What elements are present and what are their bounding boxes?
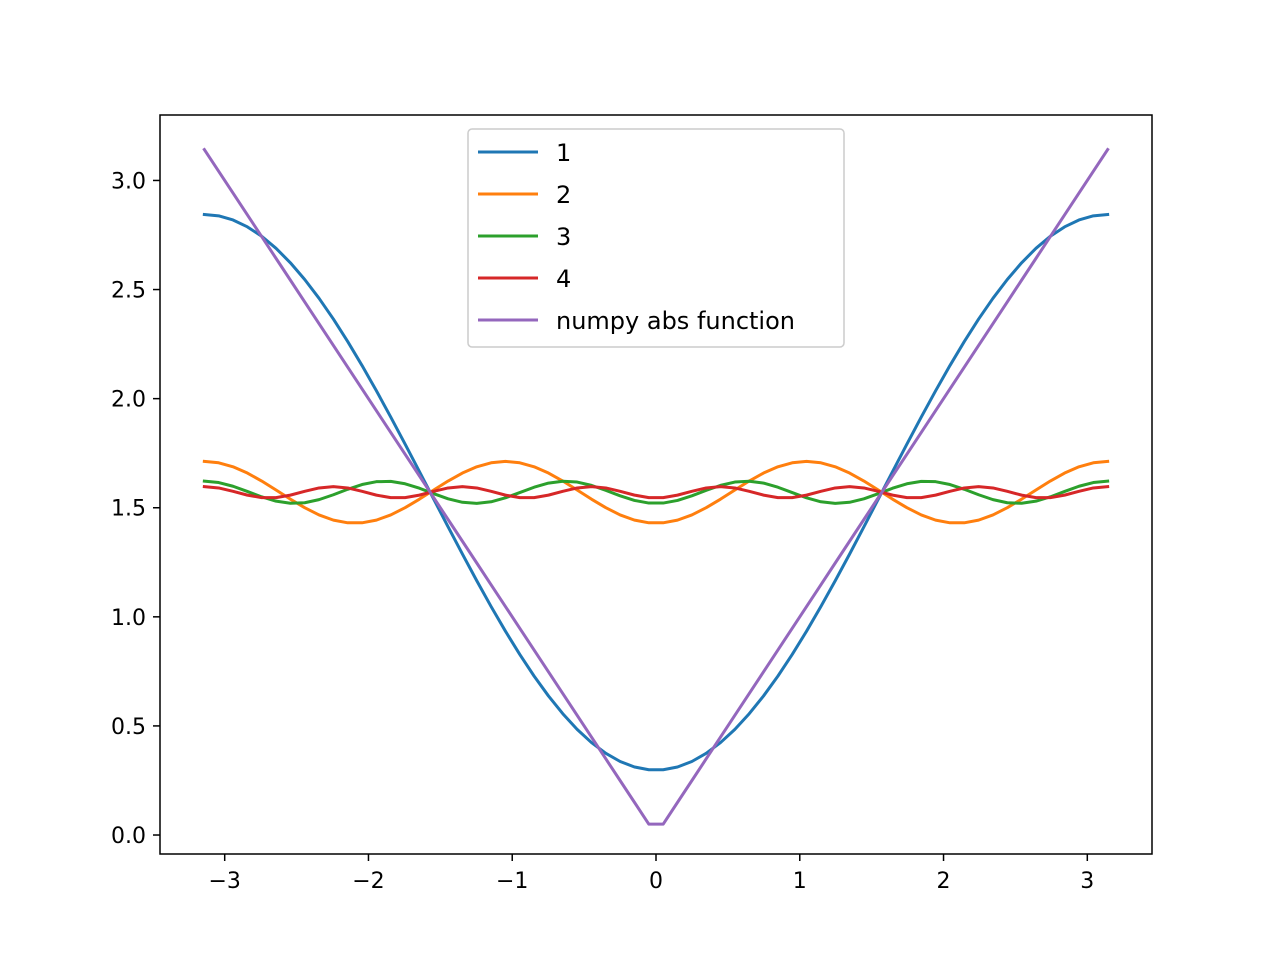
legend: 1 2 3 4 numpy abs function [467,128,845,348]
x-tick-label: −1 [496,869,528,894]
series-line-5 [202,147,1110,826]
x-tick-label: −3 [208,869,240,894]
legend-label-1: 1 [556,139,571,167]
y-tick-label: 0.0 [111,824,146,849]
y-axis: 0.0 0.5 1.0 1.5 2.0 2.5 3.0 [111,169,160,849]
y-tick-label: 1.5 [111,497,146,522]
y-tick-label: 2.0 [111,388,146,413]
y-tick-label: 1.0 [111,606,146,631]
x-tick-label: 2 [937,869,951,894]
x-tick-label: −2 [352,869,384,894]
legend-label-4: 4 [556,265,571,293]
y-tick-label: 0.5 [111,715,146,740]
x-tick-label: 0 [649,869,663,894]
series-line-4 [202,484,1110,500]
series-line-1 [202,212,1110,772]
legend-box [467,128,845,348]
x-tick-label: 3 [1080,869,1094,894]
legend-label-2: 2 [556,181,571,209]
x-tick-label: 1 [793,869,807,894]
legend-label-5: numpy abs function [556,307,795,335]
series-lines [202,147,1110,826]
y-tick-label: 2.5 [111,279,146,304]
y-tick-label: 3.0 [111,169,146,194]
series-line-3 [202,479,1110,505]
legend-label-3: 3 [556,223,571,251]
series-line-2 [202,459,1110,525]
x-axis: −3 −2 −1 0 1 2 3 [208,854,1094,894]
